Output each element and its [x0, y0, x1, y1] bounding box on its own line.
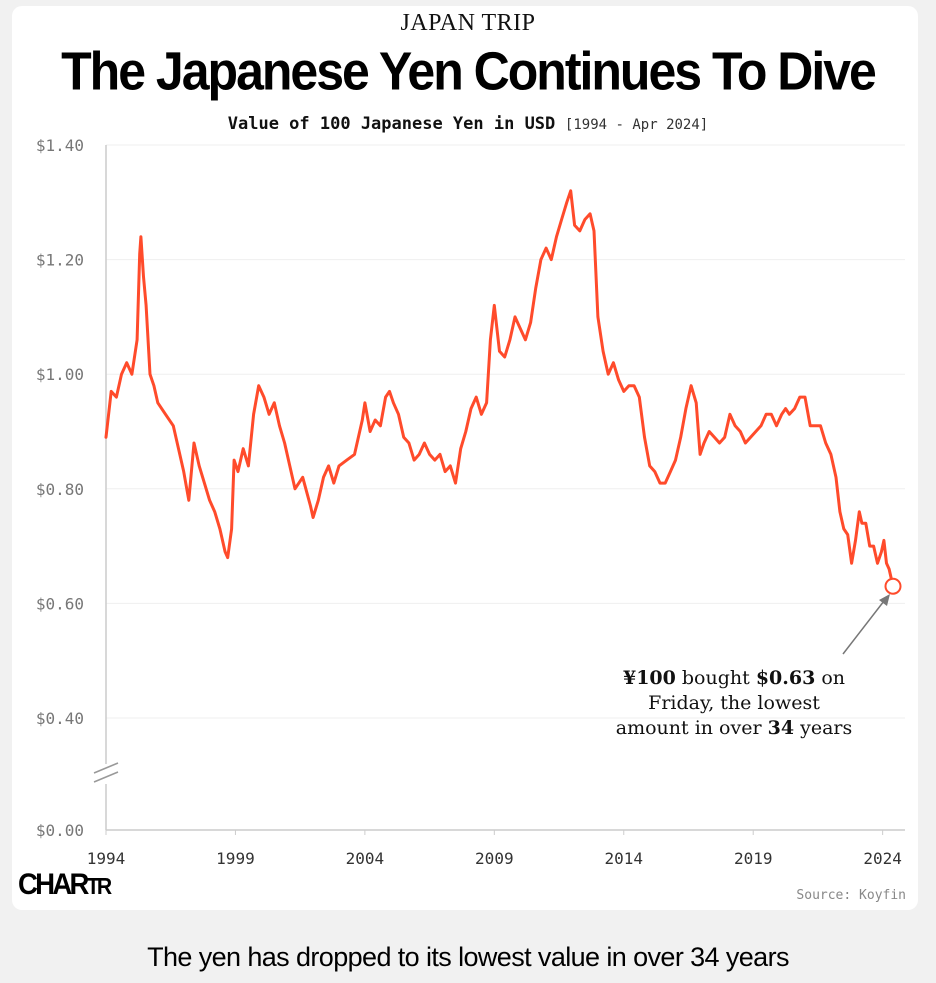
- y-tick-label: $0.60: [36, 594, 84, 613]
- source-note: Source: Koyfin: [796, 888, 906, 903]
- headline: The Japanese Yen Continues To Dive: [61, 41, 877, 102]
- annotation-arrow-head: [879, 594, 890, 606]
- x-tick-label: 2009: [475, 849, 514, 868]
- x-tick-label: 2024: [863, 849, 902, 868]
- annotation-segment: $0.63: [756, 667, 816, 689]
- annotation-arrow-line: [842, 600, 885, 655]
- y-tick-label: $1.40: [36, 136, 84, 155]
- logo-text-tr: TR: [86, 873, 112, 899]
- annotation-segment: years: [794, 717, 852, 739]
- annotation-text: ¥100 bought $0.63 on Friday, the lowest am…: [616, 667, 852, 739]
- y-tick-label: $0.00: [36, 821, 84, 840]
- series-line: [104, 189, 895, 588]
- annotation-segment: amount in over: [616, 717, 768, 739]
- x-tick-label: 2019: [734, 849, 773, 868]
- latest-value-marker: [884, 577, 902, 595]
- chart-subtitle: Value of 100 Japanese Yen in USD [1994 -…: [0, 114, 936, 134]
- chartr-logo: CHARTR: [18, 868, 112, 902]
- x-tick-label: 2014: [604, 849, 643, 868]
- annotation-segment: bought: [676, 667, 756, 689]
- axis-break-mark: [93, 762, 119, 774]
- x-tick-label: 2004: [346, 849, 385, 868]
- logo-text-main: CHAR: [18, 868, 89, 901]
- x-tick-label: 1999: [216, 849, 255, 868]
- y-tick-label: $1.20: [36, 251, 84, 270]
- annotation-segment: Friday, the lowest: [648, 692, 820, 714]
- kicker: JAPAN TRIP: [400, 10, 536, 36]
- axis-break-gap: [92, 764, 120, 784]
- line-chart: $0.00 $0.40 $0.60 $0.80 $1.00 $1.20 $1.40 1994 1…: [36, 136, 905, 868]
- y-tick-label: $0.80: [36, 480, 84, 499]
- chart-card: [12, 6, 918, 910]
- x-tick-label: 1994: [87, 849, 126, 868]
- subtitle-main: Value of 100 Japanese Yen in USD: [227, 114, 556, 134]
- caption: The yen has dropped to its lowest value …: [147, 942, 789, 972]
- axis-break-mark: [93, 771, 119, 783]
- annotation-segment: 34: [768, 717, 794, 739]
- subtitle-range: [1994 - Apr 2024]: [564, 117, 709, 133]
- y-tick-label: $0.40: [36, 709, 84, 728]
- annotation-segment: ¥100: [623, 667, 676, 689]
- y-tick-label: $1.00: [36, 365, 84, 384]
- annotation-segment: on: [815, 667, 845, 689]
